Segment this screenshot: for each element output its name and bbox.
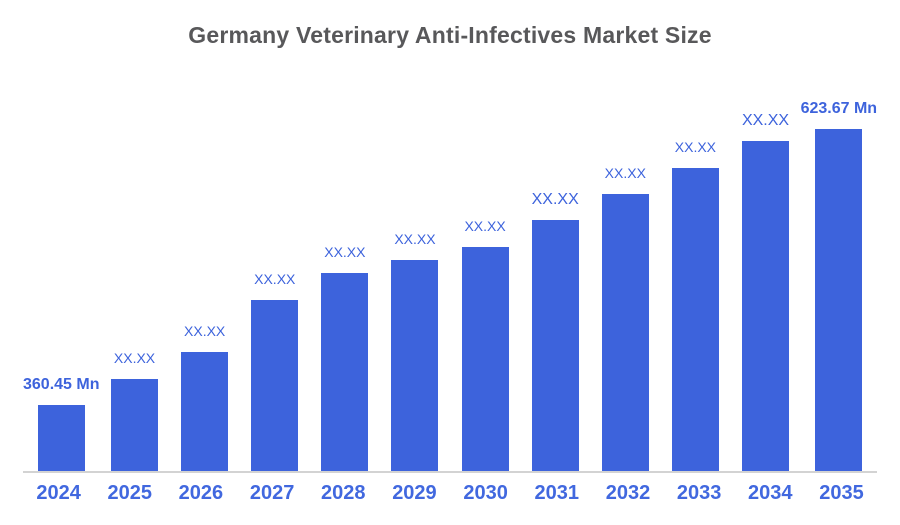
x-axis-tick-label: 2025 xyxy=(107,482,153,504)
bar xyxy=(531,220,579,471)
bar-column: 360.45 Mn xyxy=(23,100,99,471)
bar xyxy=(321,273,369,471)
chart-title: Germany Veterinary Anti-Infectives Marke… xyxy=(188,22,712,48)
x-axis-tick-label: 2035 xyxy=(819,482,864,504)
x-axis-tick-label: 2026 xyxy=(178,482,224,504)
x-axis-tick-label: 2029 xyxy=(392,482,437,504)
bar-column: 623.67 Mn xyxy=(801,100,877,471)
bar-column: XX.XX xyxy=(310,100,380,471)
bar xyxy=(181,352,229,471)
bar xyxy=(601,194,649,471)
bar-column: XX.XX xyxy=(380,100,450,471)
x-axis-tick-label: 2031 xyxy=(534,482,580,504)
bar xyxy=(251,300,299,471)
bar-value-label: XX.XX xyxy=(464,218,506,234)
bar-value-label: XX.XX xyxy=(741,112,790,129)
x-axis-tick-label: 2033 xyxy=(676,482,722,504)
bar-column: XX.XX xyxy=(590,100,660,471)
bar-column: XX.XX xyxy=(730,100,800,471)
x-axis-tick-label: 2032 xyxy=(605,482,651,504)
x-axis-tick-label: 2034 xyxy=(748,482,793,504)
bar-value-label: 623.67 Mn xyxy=(800,100,878,117)
x-axis-tick-label: 2027 xyxy=(249,482,295,504)
x-axis-tick-label: 2024 xyxy=(36,482,81,504)
bar-column: XX.XX xyxy=(520,100,590,471)
bar-value-label: XX.XX xyxy=(113,350,156,366)
bar-value-label: XX.XX xyxy=(254,271,296,287)
bar xyxy=(815,129,863,471)
bar-column: XX.XX xyxy=(170,100,240,471)
x-axis: 2024 2025 2026 2027 2028 2029 2030 2031 2032 2033… xyxy=(23,473,877,505)
bar-value-label: XX.XX xyxy=(324,244,366,260)
bar xyxy=(111,379,159,471)
bar-value-label: 360.45 Mn xyxy=(23,376,100,393)
bar-chart: 360.45 Mn XX.XX XX.XX XX.XX XX.XX XX.XX XX.XX X… xyxy=(23,100,877,473)
x-axis-tick-label: 2030 xyxy=(463,482,508,504)
bar-value-label: XX.XX xyxy=(394,231,436,247)
bar-value-label: XX.XX xyxy=(184,323,226,339)
bar-value-label: XX.XX xyxy=(604,165,646,181)
bar-value-label: XX.XX xyxy=(531,191,579,208)
bar-column: XX.XX xyxy=(240,100,310,471)
bar xyxy=(37,405,85,471)
bar xyxy=(742,141,790,471)
bar-column: XX.XX xyxy=(660,100,730,471)
bar-value-label: XX.XX xyxy=(674,139,717,155)
bar-column: XX.XX xyxy=(450,100,520,471)
bar-column: XX.XX xyxy=(99,100,169,471)
bar xyxy=(461,247,509,471)
bar xyxy=(671,168,719,471)
bar xyxy=(391,260,439,471)
x-axis-tick-label: 2028 xyxy=(321,482,366,504)
